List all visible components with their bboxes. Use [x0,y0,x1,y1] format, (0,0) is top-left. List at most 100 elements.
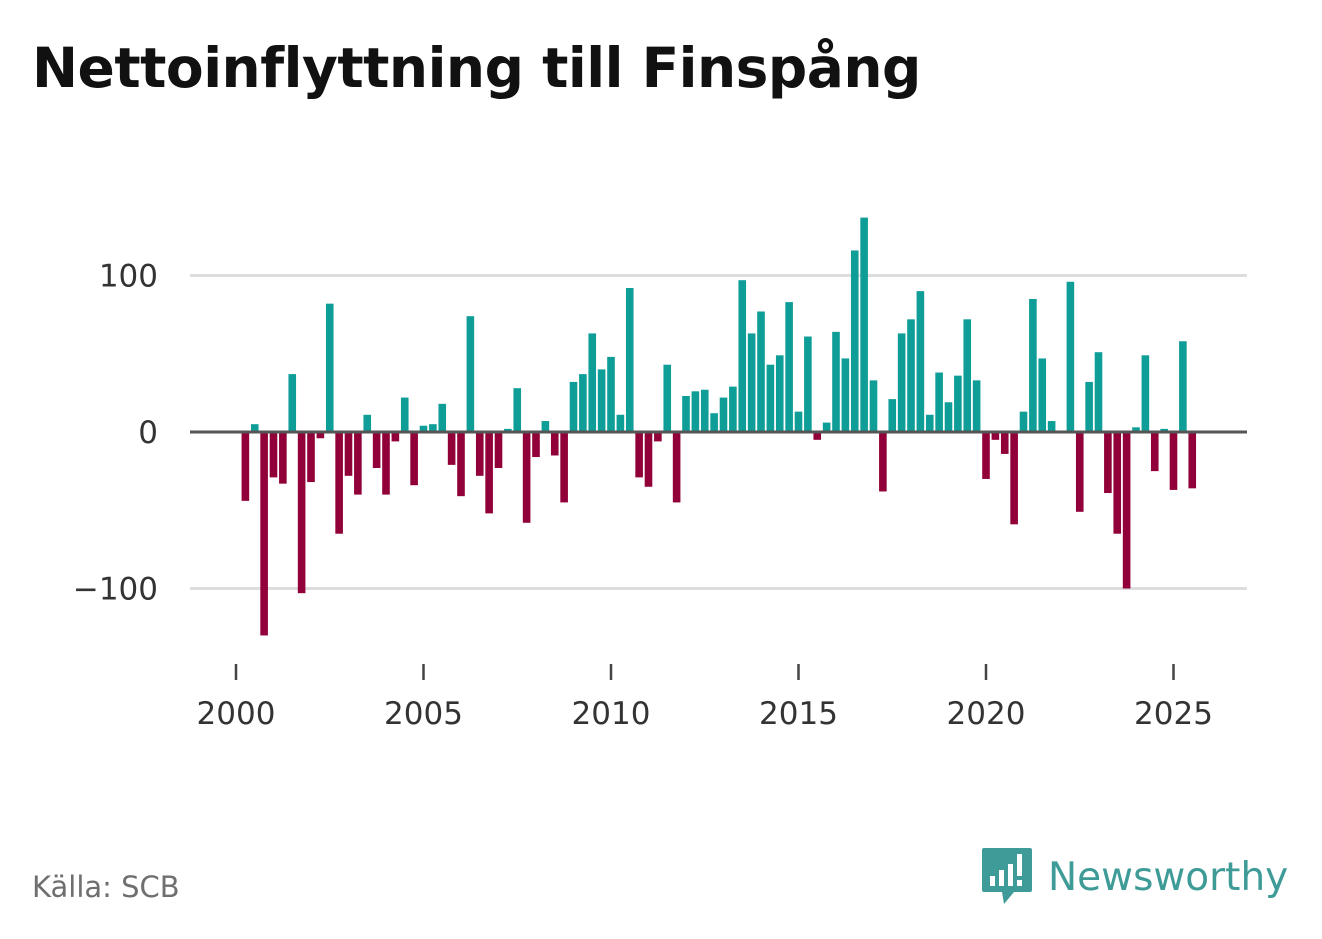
bar [944,402,953,432]
bar [607,356,615,432]
bar [466,316,475,432]
bar [316,432,325,439]
bar [382,432,390,495]
y-tick-label: 0 [138,415,158,451]
bar [269,432,278,478]
bar [410,432,418,486]
bar [879,432,887,492]
bar [1150,432,1159,472]
bar [1038,358,1047,432]
bar [1104,432,1112,494]
bar [954,375,962,432]
bar [429,424,437,432]
bar [813,432,822,440]
bar [560,432,568,503]
bar [522,432,531,523]
bar [775,355,784,432]
bar [579,374,587,433]
bar [325,303,334,432]
bar [1179,341,1187,432]
bar [822,422,831,432]
bar [757,311,765,432]
chart-title: Nettoinflyttning till Finspång [32,36,921,100]
bar [475,432,484,476]
bar [738,280,747,432]
bar [372,432,381,468]
bar [644,432,653,487]
bar [344,432,353,476]
bar [391,432,400,442]
bar [691,391,700,432]
bar [513,388,522,432]
bar [832,331,840,432]
bar [597,369,606,432]
bar [569,381,578,432]
brand-name: Newsworthy [1048,854,1289,900]
y-tick-label: −100 [73,572,158,608]
bar [1047,421,1056,433]
bar [888,399,897,432]
bar [766,364,775,432]
source-note: Källa: SCB [32,870,180,904]
bar [672,432,681,503]
bar [616,414,625,432]
gridlines [190,274,1247,590]
bar [288,374,297,433]
bar [1075,432,1084,512]
bar [1019,411,1028,432]
bar [1160,428,1168,432]
bar [485,432,493,514]
bar [1085,381,1093,432]
bar [925,414,934,432]
bar [1132,427,1140,433]
bar [250,424,259,432]
bar [982,432,990,479]
bar [1094,352,1103,432]
bar [400,397,409,432]
bar [1029,298,1037,433]
x-tick-label: 2000 [197,696,276,732]
bar [260,432,268,636]
bar [1188,432,1197,489]
bar [963,319,972,432]
x-tick-label: 2025 [1134,696,1213,732]
bar-chart: 100 0 −100 2000 2005 2010 2015 2020 2025 [73,217,1247,733]
bar [363,414,372,432]
x-tick-label: 2015 [759,696,838,732]
bar [625,288,634,432]
bar [550,432,559,456]
axes: 100 0 −100 2000 2005 2010 2015 2020 2025 [73,259,1213,733]
bar [279,432,287,484]
bar [419,425,428,432]
bar [447,432,456,465]
bar [935,372,943,432]
bar [804,336,812,432]
bar [1066,281,1075,432]
bar [729,386,737,432]
bar [1169,432,1178,490]
bar [785,302,793,432]
bar [1141,355,1150,432]
x-tick-label: 2020 [947,696,1026,732]
bar [297,432,306,594]
bar [663,364,672,432]
bar [794,411,803,432]
bar [991,432,1000,440]
x-tick-label: 2010 [572,696,651,732]
bar [850,250,859,432]
bar [494,432,503,468]
bar [588,333,597,432]
bar [841,358,850,432]
bar [504,428,512,432]
bar [438,403,447,432]
bar [335,432,343,534]
brand-logo: Newsworthy [980,846,1288,908]
bar [916,291,925,432]
bar [747,333,756,432]
bar [654,432,662,442]
bar [1113,432,1122,534]
bar [682,396,690,432]
bar [635,432,643,478]
bar [541,421,550,433]
bar [972,380,981,432]
